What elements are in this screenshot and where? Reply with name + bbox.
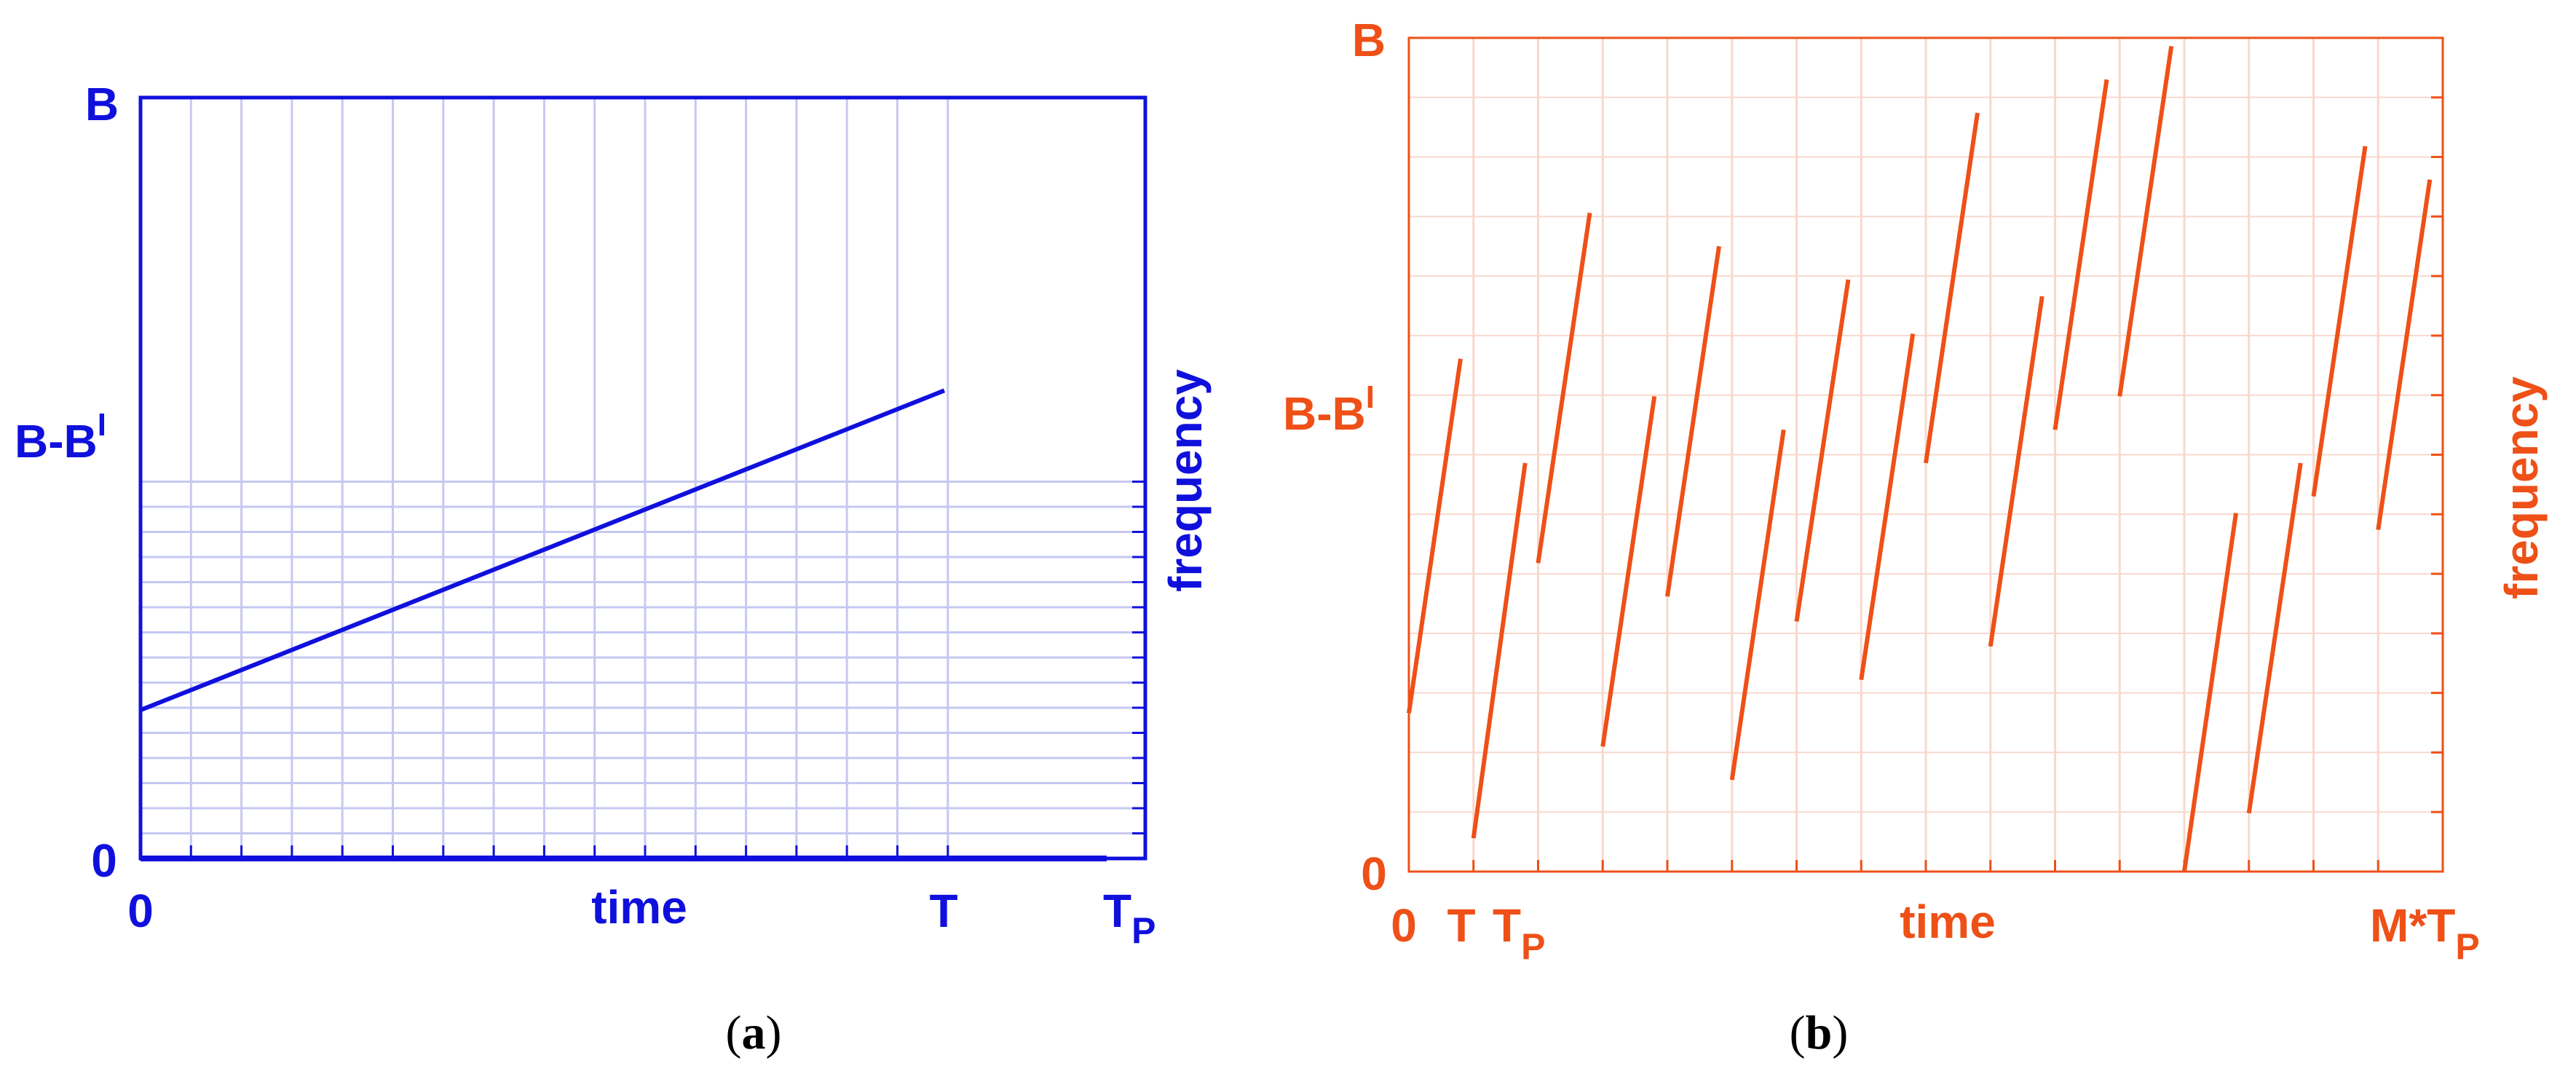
chart-b-y-tick-b: B <box>1352 14 1386 66</box>
chart-a-gridlines <box>141 98 1145 858</box>
chart-b-chirp-segment-3 <box>1536 213 1592 564</box>
chart-b-x-tick-zero: 0 <box>1391 899 1417 952</box>
chart-a: B B-BI 0 0 time T TP frequency (a) <box>15 78 1212 1059</box>
chart-a-x-label: time <box>591 881 687 933</box>
chart-b-x-tick-tp-base: T <box>1493 899 1521 952</box>
chart-a-x-tick-tp-sub: P <box>1131 910 1155 951</box>
chart-b-marks <box>1407 46 2433 872</box>
chart-b-caption-open: ( <box>1790 1006 1806 1059</box>
chart-b-x-tick-mtp: M*TP <box>2370 899 2480 967</box>
chart-b-x-ticks <box>1472 860 2379 872</box>
chart-b-caption: (b) <box>1790 1006 1849 1059</box>
chart-b-x-tick-tp: TP <box>1493 899 1545 967</box>
chart-b-chirp-segment-5 <box>1665 245 1721 597</box>
chart-b-caption-close: ) <box>1832 1006 1848 1059</box>
chart-a-x-tick-tp: TP <box>1103 885 1155 951</box>
chart-b-chirp-segment-4 <box>1600 395 1657 747</box>
chart-a-caption-close: ) <box>766 1006 782 1059</box>
chart-a-caption: (a) <box>726 1006 782 1059</box>
chart-b-x-tick-mtp-sub: P <box>2455 926 2479 967</box>
chart-b-chirp-segment-8 <box>1859 333 1916 681</box>
chart-b-chirp-segment-16 <box>2376 179 2433 530</box>
chart-b-y-tick-zero: 0 <box>1361 848 1387 900</box>
chart-b-y-tick-bbi-sup: I <box>1366 379 1375 415</box>
chart-b-chirp-segment-10 <box>1988 296 2044 647</box>
chart-b-x-tick-tp-sub: P <box>1521 926 1545 967</box>
chart-a-caption-letter: a <box>742 1006 766 1059</box>
chart-a-caption-open: ( <box>726 1006 742 1059</box>
chart-b-chirp-segment-2 <box>1471 462 1528 839</box>
chart-b-gridlines <box>1409 38 2443 872</box>
chart-b-x-tick-mtp-base: M*T <box>2370 899 2455 952</box>
chart-a-x-ticks <box>189 845 949 858</box>
chart-b-y-tick-bbi: B-BI <box>1283 379 1375 440</box>
chart-b-chirp-segment-1 <box>1407 358 1463 714</box>
chart-a-series-line <box>139 388 946 713</box>
chart-b-x-label: time <box>1900 896 1996 948</box>
chart-b-chirp-segment-11 <box>2052 79 2109 430</box>
chart-a-x-tick-tp-base: T <box>1103 885 1131 937</box>
chart-b-caption-letter: b <box>1806 1006 1833 1059</box>
chart-a-y-tick-bbi: B-BI <box>15 407 106 467</box>
chart-b-y-tick-bbi-base: B-B <box>1283 387 1366 440</box>
chart-b-chirp-segment-15 <box>2311 146 2368 497</box>
chart-a-x-tick-zero: 0 <box>127 885 154 937</box>
chart-a-y-tick-b: B <box>85 78 119 130</box>
chart-b-chirp-segment-7 <box>1794 279 1851 622</box>
chart-a-y-tick-bbi-sup: I <box>98 407 106 443</box>
chart-a-y-tick-bbi-base: B-B <box>15 415 98 467</box>
chart-b: B B-BI 0 0 T TP time M*TP frequency (b) <box>1283 14 2548 1059</box>
chart-a-y-ticks <box>1132 481 1145 834</box>
chart-b-chirp-segment-9 <box>1924 112 1980 464</box>
chart-a-y-tick-zero: 0 <box>91 834 117 887</box>
chart-b-y-ticks <box>2431 96 2443 813</box>
chart-b-y-axis-label: frequency <box>2495 376 2548 599</box>
chart-a-y-axis-label: frequency <box>1159 369 1212 592</box>
chart-b-x-tick-t: T <box>1447 899 1475 952</box>
chart-b-chirp-segment-6 <box>1729 429 1786 781</box>
chart-b-chirp-segment-14 <box>2246 462 2303 814</box>
chart-a-x-tick-t: T <box>929 885 957 937</box>
chart-b-chirp-segment-12 <box>2117 46 2174 397</box>
chart-b-chirp-segment-13 <box>2182 513 2238 872</box>
chart-a-marks <box>139 388 946 713</box>
